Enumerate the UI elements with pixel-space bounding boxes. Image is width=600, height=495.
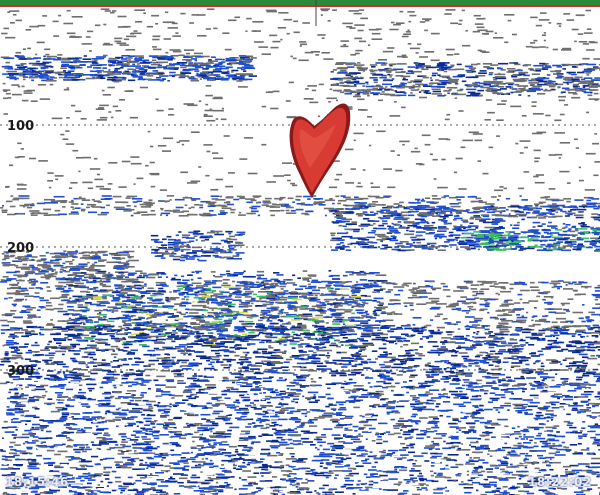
target-echo-heart	[289, 103, 351, 198]
depth-label-300: 300	[7, 364, 35, 379]
end-time-label: 18:22:02	[528, 475, 592, 489]
depth-label-200: 200	[7, 241, 35, 256]
depth-label-100: 100	[7, 119, 35, 134]
echo-noise-layer	[0, 8, 600, 495]
top-pulse-bar	[0, 0, 600, 5]
top-pulse-line	[0, 5, 600, 7]
start-time-label: 18:15:46	[5, 475, 69, 489]
